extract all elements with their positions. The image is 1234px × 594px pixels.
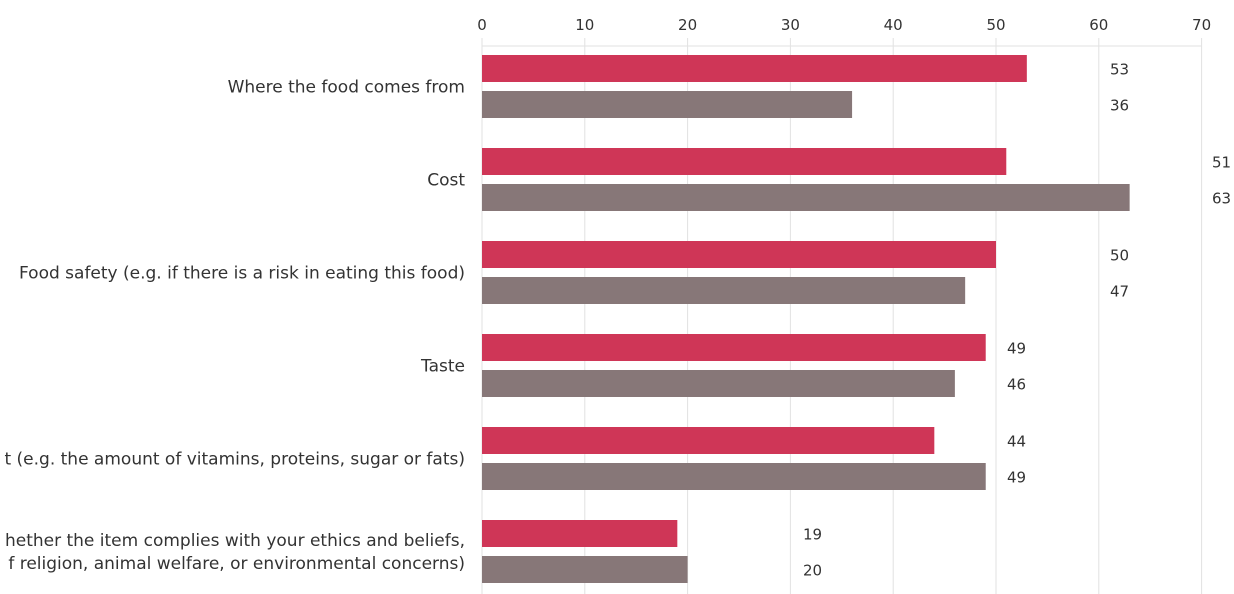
category-label: hether the item complies with your ethic… bbox=[5, 531, 465, 551]
bar bbox=[482, 241, 996, 268]
value-label: 63 bbox=[1212, 190, 1231, 208]
category-label: Where the food comes from bbox=[228, 78, 465, 98]
category-label: Cost bbox=[427, 171, 465, 191]
value-label: 36 bbox=[1110, 97, 1129, 115]
x-tick-label: 50 bbox=[986, 16, 1005, 34]
bar bbox=[482, 184, 1130, 211]
value-label: 46 bbox=[1007, 376, 1026, 394]
bar bbox=[482, 277, 966, 304]
value-label: 20 bbox=[803, 562, 822, 580]
bar bbox=[482, 556, 688, 583]
bar bbox=[482, 148, 1007, 175]
x-tick-label: 20 bbox=[678, 16, 697, 34]
category-labels: Where the food comes from Cost Food safety… bbox=[4, 78, 465, 575]
category-label: f religion, animal welfare, or environme… bbox=[8, 554, 465, 574]
x-tick-label: 0 bbox=[477, 16, 487, 34]
category-label: t (e.g. the amount of vitamins, proteins… bbox=[4, 450, 465, 470]
value-label: 53 bbox=[1110, 61, 1129, 79]
bar bbox=[482, 55, 1027, 82]
value-label: 50 bbox=[1110, 247, 1129, 265]
value-label: 49 bbox=[1007, 340, 1026, 358]
value-label: 51 bbox=[1212, 154, 1231, 172]
x-tick-label: 40 bbox=[884, 16, 903, 34]
x-tick-label: 30 bbox=[781, 16, 800, 34]
value-label: 49 bbox=[1007, 469, 1026, 487]
bar bbox=[482, 370, 955, 397]
value-label: 47 bbox=[1110, 283, 1129, 301]
category-label: Food safety (e.g. if there is a risk in … bbox=[19, 264, 465, 284]
bars bbox=[482, 55, 1130, 583]
category-label: Taste bbox=[420, 357, 465, 377]
value-labels: 53 36 51 63 50 47 49 46 44 49 19 20 bbox=[803, 61, 1231, 580]
x-tick-label: 60 bbox=[1089, 16, 1108, 34]
x-tick-label: 70 bbox=[1192, 16, 1211, 34]
value-label: 44 bbox=[1007, 433, 1026, 451]
gridlines bbox=[481, 38, 1203, 594]
value-label: 19 bbox=[803, 526, 822, 544]
x-axis-tick-labels: 0 10 20 30 40 50 60 70 bbox=[477, 16, 1211, 34]
bar bbox=[482, 334, 986, 361]
bar bbox=[482, 91, 853, 118]
x-tick-label: 10 bbox=[575, 16, 594, 34]
bar bbox=[482, 520, 678, 547]
bar bbox=[482, 463, 986, 490]
bar bbox=[482, 427, 935, 454]
